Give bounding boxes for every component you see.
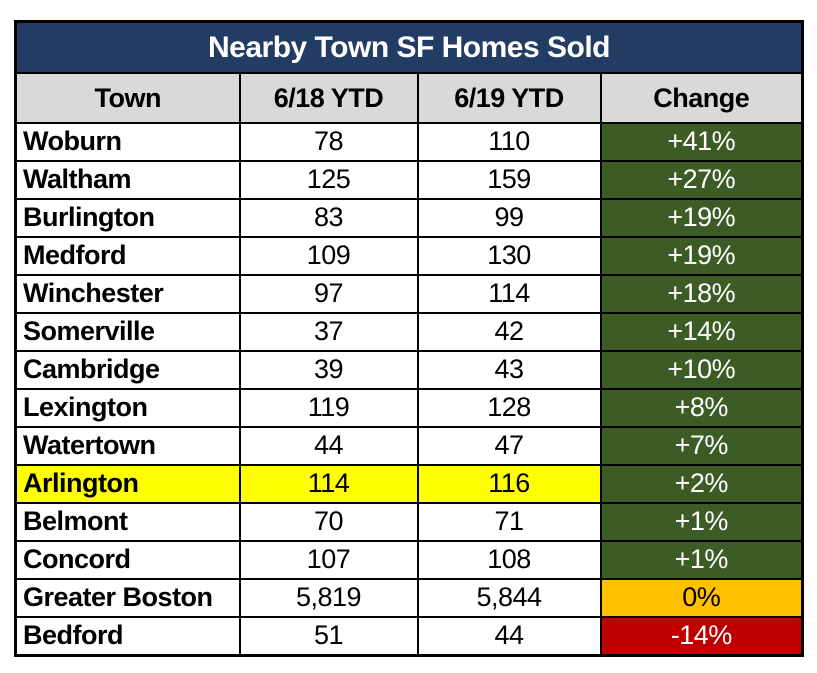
value-cell: 107 bbox=[238, 539, 419, 580]
town-cell: Greater Boston bbox=[14, 577, 241, 618]
table-row: Arlington 114 116 +2% bbox=[14, 463, 804, 504]
change-cell: +41% bbox=[599, 122, 804, 162]
town-cell: Bedford bbox=[14, 615, 241, 657]
value-cell: 71 bbox=[416, 501, 602, 542]
value-cell: 125 bbox=[238, 159, 419, 200]
town-cell: Concord bbox=[14, 539, 241, 580]
table-row: Watertown 44 47 +7% bbox=[14, 425, 804, 466]
table-row: Greater Boston 5,819 5,844 0% bbox=[14, 577, 804, 618]
value-cell: 47 bbox=[416, 425, 602, 466]
change-cell: +14% bbox=[599, 311, 804, 352]
column-header-row: Town 6/18 YTD 6/19 YTD Change bbox=[14, 72, 804, 124]
change-cell: +10% bbox=[599, 349, 804, 390]
change-cell: +7% bbox=[599, 425, 804, 466]
value-cell: 43 bbox=[416, 349, 602, 390]
change-cell: +1% bbox=[599, 539, 804, 580]
value-cell: 128 bbox=[416, 387, 602, 428]
table-row: Winchester 97 114 +18% bbox=[14, 273, 804, 314]
homes-sold-table: Nearby Town SF Homes Sold Town 6/18 YTD … bbox=[14, 20, 805, 657]
town-cell: Woburn bbox=[14, 122, 241, 162]
value-cell: 44 bbox=[238, 425, 419, 466]
value-cell: 119 bbox=[238, 387, 419, 428]
town-cell: Watertown bbox=[14, 425, 241, 466]
change-cell: +1% bbox=[599, 501, 804, 542]
value-cell: 51 bbox=[238, 615, 419, 657]
town-cell: Cambridge bbox=[14, 349, 241, 390]
town-cell: Waltham bbox=[14, 159, 241, 200]
value-cell: 5,819 bbox=[238, 577, 419, 618]
value-cell: 108 bbox=[416, 539, 602, 580]
table-title: Nearby Town SF Homes Sold bbox=[14, 20, 804, 74]
value-cell: 78 bbox=[238, 122, 419, 162]
town-cell: Arlington bbox=[14, 463, 241, 504]
change-cell: +8% bbox=[599, 387, 804, 428]
column-header-618ytd: 6/18 YTD bbox=[238, 72, 419, 124]
table-row: Somerville 37 42 +14% bbox=[14, 311, 804, 352]
change-cell: +19% bbox=[599, 197, 804, 238]
table-body: Woburn 78 110 +41% Waltham 125 159 +27% Burlingt… bbox=[14, 122, 804, 657]
column-header-town: Town bbox=[14, 72, 241, 124]
value-cell: 110 bbox=[416, 122, 602, 162]
value-cell: 44 bbox=[416, 615, 602, 657]
value-cell: 39 bbox=[238, 349, 419, 390]
value-cell: 116 bbox=[416, 463, 602, 504]
table-row: Bedford 51 44 -14% bbox=[14, 615, 804, 657]
value-cell: 70 bbox=[238, 501, 419, 542]
town-cell: Winchester bbox=[14, 273, 241, 314]
value-cell: 114 bbox=[238, 463, 419, 504]
table-row: Concord 107 108 +1% bbox=[14, 539, 804, 580]
change-cell: +18% bbox=[599, 273, 804, 314]
table-row: Medford 109 130 +19% bbox=[14, 235, 804, 276]
table-row: Burlington 83 99 +19% bbox=[14, 197, 804, 238]
change-cell: +19% bbox=[599, 235, 804, 276]
change-cell: -14% bbox=[599, 615, 804, 657]
town-cell: Lexington bbox=[14, 387, 241, 428]
value-cell: 83 bbox=[238, 197, 419, 238]
value-cell: 97 bbox=[238, 273, 419, 314]
change-cell: +27% bbox=[599, 159, 804, 200]
value-cell: 114 bbox=[416, 273, 602, 314]
town-cell: Belmont bbox=[14, 501, 241, 542]
value-cell: 130 bbox=[416, 235, 602, 276]
town-cell: Medford bbox=[14, 235, 241, 276]
value-cell: 99 bbox=[416, 197, 602, 238]
value-cell: 37 bbox=[238, 311, 419, 352]
column-header-change: Change bbox=[599, 72, 804, 124]
change-cell: 0% bbox=[599, 577, 804, 618]
value-cell: 109 bbox=[238, 235, 419, 276]
table-title-row: Nearby Town SF Homes Sold bbox=[14, 20, 804, 74]
table-row: Belmont 70 71 +1% bbox=[14, 501, 804, 542]
column-header-619ytd: 6/19 YTD bbox=[416, 72, 602, 124]
change-cell: +2% bbox=[599, 463, 804, 504]
table-row: Woburn 78 110 +41% bbox=[14, 122, 804, 162]
town-cell: Burlington bbox=[14, 197, 241, 238]
table-row: Cambridge 39 43 +10% bbox=[14, 349, 804, 390]
value-cell: 5,844 bbox=[416, 577, 602, 618]
table-row: Lexington 119 128 +8% bbox=[14, 387, 804, 428]
town-cell: Somerville bbox=[14, 311, 241, 352]
value-cell: 42 bbox=[416, 311, 602, 352]
table-row: Waltham 125 159 +27% bbox=[14, 159, 804, 200]
value-cell: 159 bbox=[416, 159, 602, 200]
